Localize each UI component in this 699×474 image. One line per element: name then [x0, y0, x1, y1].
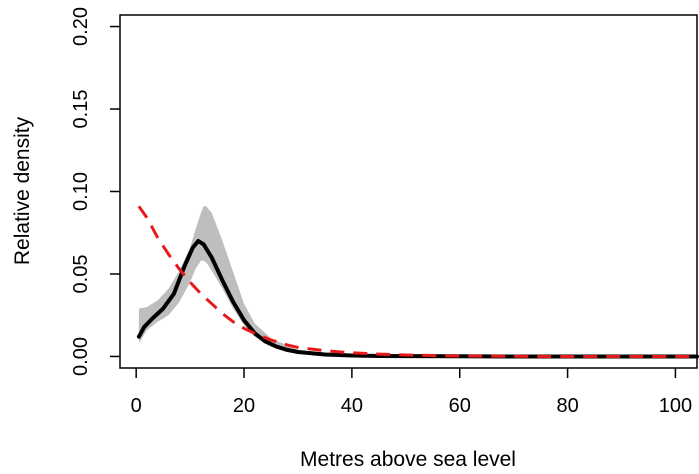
y-tick-label: 0.00: [70, 337, 92, 376]
y-axis-label: Relative density: [11, 116, 34, 265]
x-axis-label: Metres above sea level: [300, 448, 516, 471]
x-tick-label: 80: [556, 395, 578, 417]
series-layer: [136, 205, 699, 359]
y-tick-label: 0.20: [70, 7, 92, 46]
x-axis: 0 20 40 60 80 100: [131, 368, 692, 417]
x-tick-label: 40: [341, 395, 363, 417]
x-tick-label: 100: [659, 395, 692, 417]
x-tick-label: 20: [233, 395, 255, 417]
y-tick-label: 0.05: [70, 255, 92, 294]
x-tick-label: 0: [131, 395, 142, 417]
dashed-density-line: [137, 205, 697, 358]
y-tick-label: 0.15: [70, 90, 92, 129]
y-axis: 0.00 0.05 0.10 0.15 0.20: [70, 7, 120, 376]
x-tick-label: 60: [449, 395, 471, 417]
y-tick-label: 0.10: [70, 172, 92, 211]
